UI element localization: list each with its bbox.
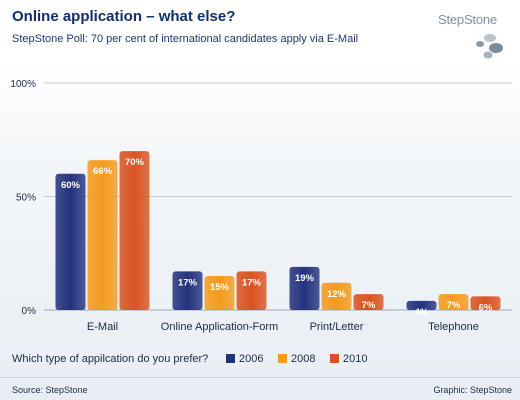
logo-wordmark: StepStone — [438, 12, 497, 27]
bar-2010 — [353, 294, 384, 310]
bar-value-label: 7% — [447, 300, 461, 311]
legend-label-2010: 2010 — [343, 353, 368, 365]
bar-value-label: 12% — [327, 289, 347, 300]
y-tick-label: 50% — [16, 193, 36, 204]
bar-value-label: 17% — [178, 277, 198, 288]
logo-stones-icon — [476, 34, 503, 59]
chart-subtitle: StepStone Poll: 70 per cent of internati… — [12, 33, 359, 45]
bar-value-label: 17% — [242, 277, 262, 288]
legend-item-2010: 2010 — [330, 353, 367, 365]
bar-value-label: 7% — [362, 300, 376, 311]
legend-title: Which type of appilcation do you prefer? — [12, 353, 209, 365]
chart-title: Online application – what else? — [12, 8, 236, 25]
bar-2006 — [289, 266, 320, 310]
bar-2008 — [204, 275, 235, 310]
x-category-label: Telephone — [428, 321, 479, 333]
x-category-label: Print/Letter — [310, 321, 364, 333]
bar-value-label: 19% — [295, 273, 315, 284]
bar-2010 — [236, 271, 267, 310]
bar-2006 — [55, 173, 86, 310]
bar-2008 — [438, 294, 469, 310]
legend-swatch-2010 — [330, 354, 339, 363]
legend-item-2008: 2008 — [278, 353, 315, 365]
bar-2008 — [87, 160, 118, 310]
bar-value-label: 70% — [125, 157, 145, 168]
legend-swatch-2008 — [278, 354, 287, 363]
bar-2010 — [470, 296, 501, 310]
legend-item-2006: 2006 — [226, 353, 263, 365]
bar-value-label: 66% — [93, 166, 113, 177]
y-tick-label: 0% — [22, 306, 37, 317]
legend-label-2008: 2008 — [291, 353, 316, 365]
y-tick-label: 100% — [10, 79, 36, 90]
bar-2006 — [406, 300, 437, 310]
source-note: Source: StepStone — [12, 385, 88, 395]
graphic-credit: Graphic: StepStone — [433, 385, 512, 395]
bar-value-label: 6% — [479, 302, 493, 313]
bar-2010 — [119, 151, 150, 310]
stepstone-logo: StepStone — [438, 12, 518, 62]
footer-divider — [0, 377, 520, 378]
legend-label-2006: 2006 — [239, 353, 264, 365]
legend-swatch-2006 — [226, 354, 235, 363]
bar-2008 — [321, 282, 352, 310]
x-category-label: E-Mail — [87, 321, 118, 333]
bar-value-label: 60% — [61, 180, 81, 191]
bar-value-label: 15% — [210, 282, 230, 293]
bar-value-label: 4% — [415, 307, 429, 318]
bar-2006 — [172, 271, 203, 310]
x-category-label: Online Application-Form — [161, 321, 278, 333]
